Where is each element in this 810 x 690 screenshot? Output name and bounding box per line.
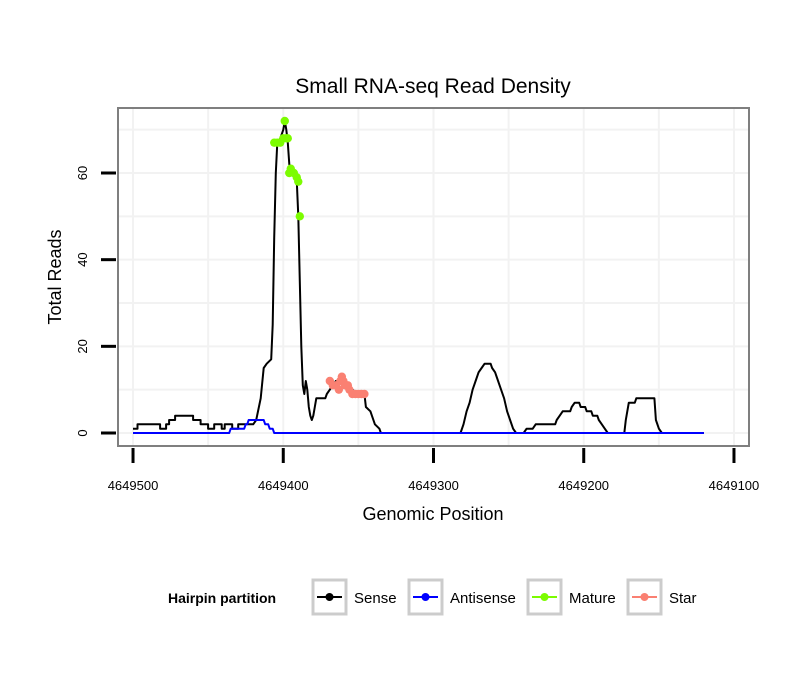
chart-title: Small RNA-seq Read Density: [295, 75, 571, 98]
data-point-mature: [294, 177, 303, 186]
x-tick-label: 4649400: [258, 478, 309, 493]
legend-key-point: [540, 593, 549, 601]
y-tick-label: 20: [75, 339, 90, 353]
series-layer: [133, 116, 704, 434]
legend-key-point: [421, 593, 430, 601]
legend-label: Antisense: [450, 590, 516, 607]
data-point-mature: [280, 116, 289, 126]
x-tick-label: 4649300: [408, 478, 459, 493]
y-axis-label: Total Reads: [45, 229, 65, 324]
y-tick-label: 40: [75, 252, 90, 266]
data-point-star: [360, 389, 369, 399]
data-point-mature: [295, 212, 304, 221]
legend-label: Star: [669, 590, 697, 607]
x-tick-label: 4649200: [558, 478, 609, 493]
legend: Hairpin partition Sense Antisense Mature St…: [168, 578, 697, 616]
x-axis: 4649500 4649400 4649300 4649200 4649100: [108, 448, 760, 493]
y-axis: 0 20 40 60: [75, 166, 116, 437]
legend-key-point: [640, 593, 649, 601]
legend-key-point: [325, 593, 334, 601]
data-point-mature: [283, 134, 292, 143]
legend-label: Mature: [569, 590, 616, 607]
y-tick-label: 60: [75, 166, 90, 180]
x-axis-label: Genomic Position: [362, 504, 503, 524]
x-tick-label: 4649100: [709, 478, 760, 493]
y-tick-label: 0: [75, 429, 90, 436]
legend-title: Hairpin partition: [168, 590, 276, 606]
data-point-star: [334, 385, 344, 394]
series-line-antisense: [133, 419, 704, 434]
legend-label: Sense: [354, 590, 397, 607]
x-tick-label: 4649500: [108, 478, 159, 493]
